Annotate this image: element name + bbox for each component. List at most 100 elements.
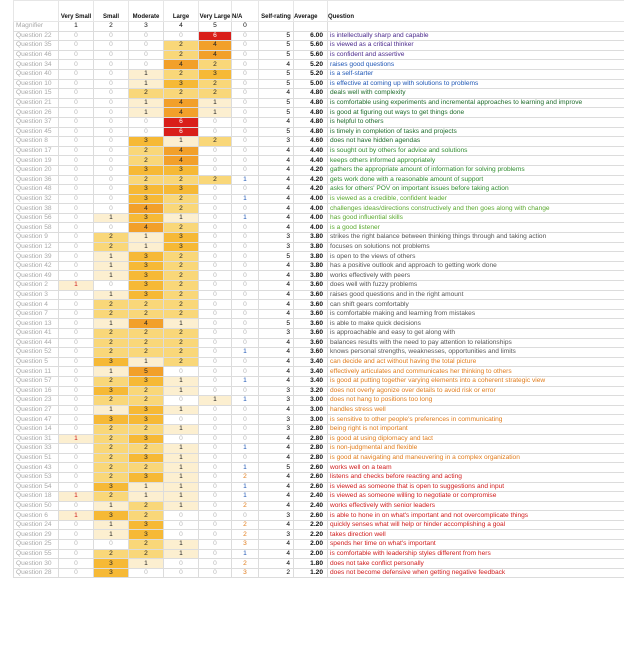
rating-count-cell: 1 [93, 529, 129, 541]
self-rating-cell: 4 [258, 519, 294, 531]
na-count-cell: 0 [231, 164, 259, 176]
rating-count-cell: 1 [163, 462, 199, 473]
na-count-cell: 0 [231, 116, 259, 128]
rating-count-cell: 0 [198, 510, 232, 521]
rating-count-cell: 3 [128, 193, 164, 205]
na-count-cell: 1 [231, 443, 259, 454]
table-row: Question 34 0 0 0 4 2 0 4 5.20 raises good questi… [13, 59, 624, 70]
table-row: Question 13 0 1 4 1 0 0 5 3.60 is able to make qu… [13, 318, 624, 329]
question-text: is sought out by others for advice and s… [327, 145, 624, 157]
table-row: Question 6 1 3 2 0 0 0 3 2.60 is able to hone in … [13, 510, 624, 521]
rating-count-cell: 2 [93, 347, 129, 358]
question-text: being right is not important [327, 423, 624, 435]
average-cell: 6.00 [293, 30, 328, 42]
rating-count-cell: 1 [93, 289, 129, 301]
rating-count-cell: 0 [58, 97, 94, 109]
rating-count-cell: 0 [93, 88, 129, 99]
row-label: Question 46 [13, 49, 59, 61]
rating-count-cell: 1 [93, 366, 129, 377]
rating-count-cell: 1 [58, 510, 94, 521]
rating-count-cell: 2 [93, 308, 129, 320]
rating-count-cell: 3 [93, 481, 129, 493]
rating-count-cell: 0 [58, 251, 94, 262]
rating-count-cell: 3 [128, 433, 164, 445]
na-count-cell: 0 [231, 78, 259, 90]
rating-count-cell: 0 [93, 184, 129, 195]
average-cell: 4.60 [293, 136, 328, 147]
table-row: Question 17 0 0 2 4 0 0 4 4.40 is sought out by o… [13, 145, 624, 157]
rating-count-cell: 0 [93, 539, 129, 550]
rating-count-cell: 2 [198, 59, 232, 70]
rating-count-cell: 0 [163, 433, 199, 445]
self-rating-cell: 4 [258, 375, 294, 387]
row-label: Question 10 [13, 78, 59, 90]
na-count-cell: 0 [231, 289, 259, 301]
average-cell: 3.60 [293, 289, 328, 301]
rating-count-cell: 4 [163, 145, 199, 157]
rating-count-cell: 2 [163, 356, 199, 368]
average-cell: 2.80 [293, 452, 328, 464]
question-text: does not have hidden agendas [327, 136, 624, 147]
row-label: Question 35 [13, 40, 59, 51]
self-rating-cell: 4 [258, 443, 294, 454]
rating-count-cell: 0 [58, 443, 94, 454]
rating-count-cell: 0 [198, 270, 232, 282]
self-rating-cell: 4 [258, 337, 294, 349]
row-label: Question 14 [13, 423, 59, 435]
rating-count-cell: 0 [93, 203, 129, 214]
rating-count-cell: 0 [198, 452, 232, 464]
average-cell: 3.20 [293, 385, 328, 397]
rating-count-cell: 0 [58, 529, 94, 541]
row-label: Question 18 [13, 491, 59, 502]
average-cell: 4.80 [293, 126, 328, 138]
na-count-cell: 0 [231, 49, 259, 61]
rating-count-cell: 2 [93, 548, 129, 560]
self-rating-cell: 3 [258, 510, 294, 521]
rating-count-cell: 2 [163, 49, 199, 61]
rating-count-cell: 2 [93, 375, 129, 387]
rating-count-cell: 2 [128, 347, 164, 358]
row-label: Question 51 [13, 452, 59, 464]
rating-count-cell: 0 [198, 500, 232, 512]
self-rating-cell: 4 [258, 539, 294, 550]
average-cell: 3.60 [293, 308, 328, 320]
rating-count-cell: 4 [163, 59, 199, 70]
row-label: Question 48 [13, 184, 59, 195]
row-label: Question 17 [13, 145, 59, 157]
rating-count-cell: 3 [93, 510, 129, 521]
rating-count-cell: 0 [93, 40, 129, 51]
table-row: Question 2 1 0 3 2 0 0 4 3.60 does well with fuzz… [13, 280, 624, 291]
table-row: Question 19 0 0 2 4 0 0 4 4.40 keeps others infor… [13, 155, 624, 166]
rating-count-cell: 2 [163, 174, 199, 186]
rating-count-cell: 2 [163, 88, 199, 99]
self-rating-cell: 4 [258, 184, 294, 195]
rating-count-cell: 3 [128, 164, 164, 176]
rating-count-cell: 0 [58, 68, 94, 80]
row-label: Question 19 [13, 155, 59, 166]
rating-count-cell: 0 [198, 385, 232, 397]
rating-count-cell: 3 [128, 251, 164, 262]
self-rating-cell: 5 [258, 251, 294, 262]
question-text: is intellectually sharp and capable [327, 30, 624, 42]
na-count-cell: 0 [231, 184, 259, 195]
rating-count-cell: 0 [198, 337, 232, 349]
rating-count-cell: 3 [128, 452, 164, 464]
average-cell: 3.80 [293, 270, 328, 282]
self-rating-cell: 4 [258, 356, 294, 368]
table-row: Question 55 0 2 2 1 0 1 4 2.00 is comfortable wit… [13, 548, 624, 560]
rating-count-cell: 4 [128, 318, 164, 329]
rating-count-cell: 0 [128, 567, 164, 579]
row-label: Question 3 [13, 289, 59, 301]
ratings-table: Very Small Small Moderate Large Very Lar… [13, 0, 624, 579]
table-row: Question 9 0 2 1 3 0 0 3 3.80 strikes the right b… [13, 232, 624, 243]
self-rating-cell: 4 [258, 558, 294, 569]
average-cell: 3.40 [293, 375, 328, 387]
table-row: Question 39 0 1 3 2 0 0 5 3.80 is open to the vie… [13, 251, 624, 262]
table-row: Question 46 0 0 0 2 4 0 5 5.60 is confident and a… [13, 49, 624, 61]
table-row: Question 49 0 1 3 2 0 0 4 3.80 works effectively … [13, 270, 624, 282]
rating-count-cell: 0 [163, 414, 199, 425]
rating-count-cell: 1 [58, 280, 94, 291]
rating-count-cell: 2 [163, 347, 199, 358]
rating-count-cell: 3 [93, 414, 129, 425]
average-cell: 2.80 [293, 423, 328, 435]
